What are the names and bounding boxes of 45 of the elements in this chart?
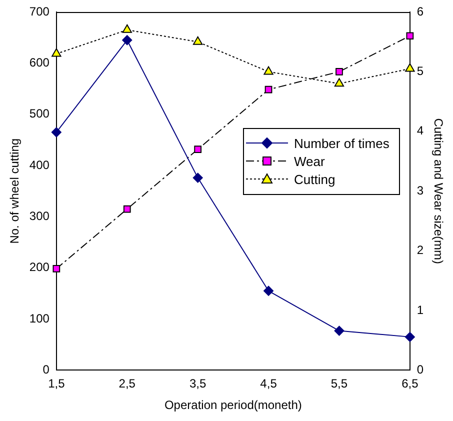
point: [123, 205, 131, 213]
point: [264, 66, 274, 75]
point: [406, 32, 414, 40]
y-tick-label: 700: [29, 4, 50, 18]
y2-tick-label: 2: [416, 243, 424, 258]
point: [51, 127, 62, 138]
point: [405, 63, 415, 72]
y-tick-label: 0: [42, 362, 50, 377]
x-tick-label: 5,5: [330, 376, 348, 391]
legend-label: Number of times: [294, 136, 390, 151]
legend-label: Cutting: [294, 172, 336, 187]
y-tick-label: 500: [29, 106, 50, 121]
x-tick-label: 2,5: [118, 376, 136, 391]
point: [264, 286, 274, 296]
y-tick-label: 600: [29, 55, 50, 70]
x-tick-label: 1,5: [48, 376, 66, 391]
y2-tick-label: 0: [416, 362, 424, 377]
y2-tick-label: 6: [416, 4, 424, 18]
point: [52, 48, 62, 57]
y-tick-label: 300: [29, 209, 50, 223]
point: [52, 265, 60, 272]
y-tick-label: 200: [29, 260, 50, 274]
y2-tick-label: 4: [416, 124, 424, 138]
y2-tick-label: 3: [416, 183, 424, 198]
x-axis-title: Operation period(moneth): [164, 398, 302, 412]
y-axis-title: No. of wheel cutting: [8, 138, 22, 244]
point: [334, 326, 344, 336]
y-tick-label: 100: [29, 311, 50, 326]
legend-label: Wear: [294, 154, 325, 169]
point: [264, 86, 272, 94]
x-tick-label: 6,5: [402, 376, 419, 391]
point: [122, 24, 132, 33]
point: [334, 78, 344, 87]
x-tick-label: 4,5: [260, 376, 278, 391]
y2-tick-label: 1: [416, 302, 424, 317]
point: [404, 332, 415, 342]
y-tick-label: 400: [29, 158, 50, 172]
x-tick-label: 3,5: [189, 376, 206, 391]
point: [192, 36, 203, 45]
y2-tick-label: 5: [416, 64, 424, 78]
point: [122, 35, 132, 46]
point: [194, 146, 202, 153]
y2-axis-title: Cutting and Wear size(mm): [431, 118, 446, 264]
point: [192, 172, 203, 183]
point: [336, 68, 343, 76]
